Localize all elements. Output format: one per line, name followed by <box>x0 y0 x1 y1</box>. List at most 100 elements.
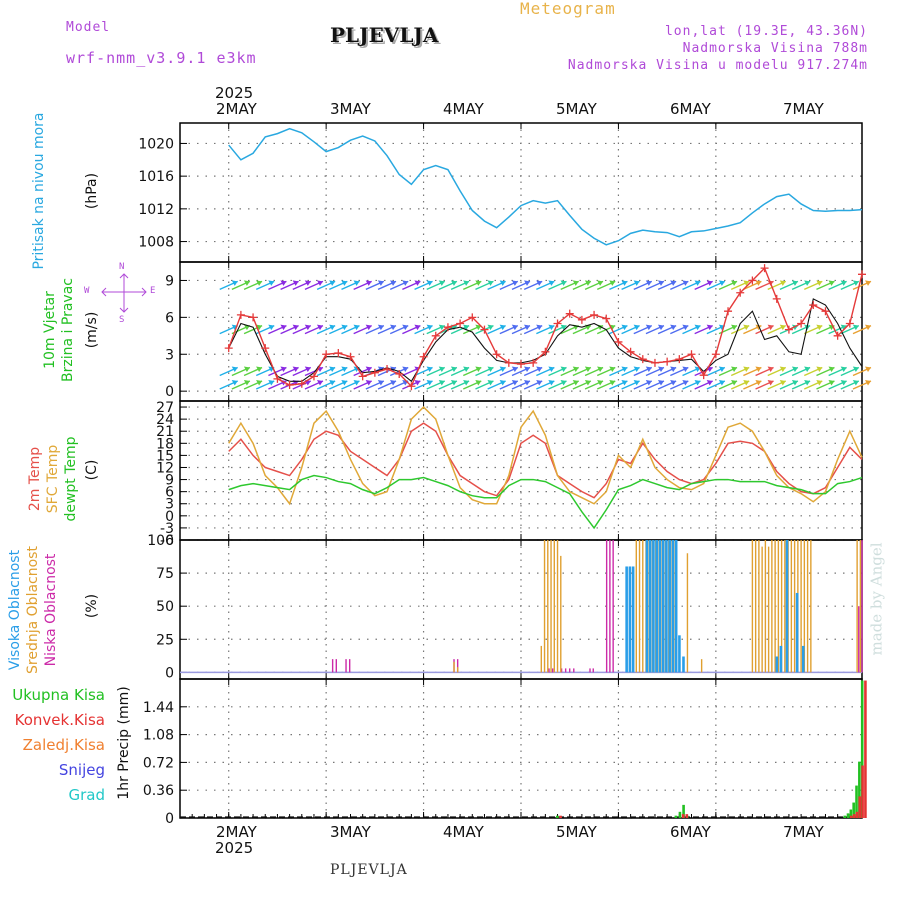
wind-barb-arrow <box>329 366 336 372</box>
top-day-3: 4MAY <box>443 100 484 118</box>
wind-barb-arrow <box>694 380 701 386</box>
wind-barb-arrow <box>463 324 470 331</box>
wind-barb-arrow <box>256 324 263 331</box>
y-tick-label: 0.36 <box>143 783 174 799</box>
lonlat-label: lon,lat (19.3E, 43.36N) <box>664 24 868 39</box>
y-tick-label: 1016 <box>138 169 174 185</box>
precip-convective-bar <box>855 811 859 818</box>
wind-barb-arrow <box>731 366 738 372</box>
y-tick-label: 0 <box>165 509 174 525</box>
cloud-high-bar <box>665 540 668 673</box>
wind-barb-arrow <box>365 324 372 331</box>
wind-barb-arrow <box>840 380 847 386</box>
top-day-4: 5MAY <box>556 100 597 118</box>
precip-convective-bar <box>858 796 862 818</box>
precip-convective-bar <box>852 814 856 818</box>
cloud-high-bar <box>775 656 779 673</box>
wind-barb-arrow <box>682 280 689 286</box>
y-tick-label: 18 <box>156 436 174 452</box>
pressure-line <box>228 127 863 246</box>
wind-speed-marker <box>590 310 599 319</box>
wind-barb-arrow <box>718 366 725 372</box>
wind-speed-marker <box>261 344 270 353</box>
legend-hail: Grad <box>68 786 105 804</box>
wind-barb-arrow <box>584 366 591 372</box>
wind-speed-marker <box>626 347 635 356</box>
wind-barb-arrow <box>438 366 445 372</box>
bottom-day-1: 2MAY <box>216 823 257 841</box>
wind-barb-arrow <box>645 280 652 286</box>
wind-barb-arrow <box>438 380 445 386</box>
wind-barb-arrow <box>657 324 664 331</box>
wind-barb-arrow <box>353 280 360 286</box>
wind-barb-arrow <box>341 280 348 286</box>
cloud-label-3: Niska Oblacnost <box>43 553 59 667</box>
wind-barb-arrow <box>767 324 774 331</box>
wind-barb-arrow <box>365 280 372 286</box>
wind-barb-arrow <box>560 280 567 286</box>
y-tick-label: 1.44 <box>143 700 174 716</box>
top-day-6: 7MAY <box>783 100 824 118</box>
wind-barb-arrow <box>597 280 604 286</box>
wind-speed-marker <box>224 344 233 353</box>
y-tick-label: 1012 <box>138 202 174 218</box>
wind-speed-marker <box>553 319 562 328</box>
wind-barb-arrow <box>828 366 835 372</box>
wind-speed-marker <box>602 314 611 323</box>
wind-barb-arrow <box>341 324 348 331</box>
wind-barb-arrow <box>645 366 652 372</box>
bottom-day-5: 6MAY <box>670 823 711 841</box>
wind-barb-arrow <box>268 324 275 331</box>
wind-barb-arrow <box>645 380 652 386</box>
y-tick-label: 9 <box>165 473 174 489</box>
wind-barb-arrow <box>743 380 750 386</box>
wind-label-1: 10m Vjetar <box>42 291 58 369</box>
wind-barb-arrow <box>560 366 567 372</box>
wind-barb-arrow <box>511 366 518 372</box>
wind-speed-marker <box>687 350 696 359</box>
wind-barb-arrow <box>645 324 652 331</box>
temp-sfc-line <box>228 405 863 506</box>
wind-barb-arrow <box>865 380 871 386</box>
y-tick-label: 6 <box>165 310 174 326</box>
wind-barb-arrow <box>682 366 689 372</box>
y-tick-label: 15 <box>156 448 174 464</box>
precip-total-bar <box>682 804 685 818</box>
wind-speed-marker <box>833 331 842 340</box>
cloud-high-bar <box>655 540 658 673</box>
wind-barb-arrow <box>268 380 275 386</box>
top-day-2: 3MAY <box>330 100 371 118</box>
temp-dewpoint-line <box>228 474 863 530</box>
year-top: 2025 <box>215 84 254 102</box>
wind-barb-arrow <box>743 366 750 372</box>
wind-barb-arrow <box>426 380 433 386</box>
cloud-high-bar <box>678 635 681 673</box>
wind-barb-arrow <box>499 324 506 331</box>
wind-barb-arrow <box>536 324 543 331</box>
wind-barb-arrow <box>755 366 762 372</box>
city-title: PLJEVLJA <box>330 23 439 47</box>
temp-2m-line <box>228 422 863 499</box>
wind-speed-marker <box>236 310 245 319</box>
cloud-high-bar <box>682 656 685 673</box>
cloud-high-bar <box>668 540 671 673</box>
wind-barb-arrow <box>304 366 311 372</box>
wind-barb-arrow <box>231 280 238 286</box>
y-tick-label: 1.08 <box>143 728 174 744</box>
cloud-high-bar <box>671 540 675 673</box>
wind-barb-arrow <box>791 280 798 286</box>
pressure-label: Pritisak na nivou mora <box>31 112 47 270</box>
wind-speed-marker <box>736 288 745 297</box>
wind-barb-arrow <box>402 366 409 372</box>
wind-barb-arrow <box>243 280 250 286</box>
wind-speed-marker <box>334 349 343 358</box>
cloud-high-bar <box>648 540 652 673</box>
wind-speed-marker <box>297 379 306 388</box>
wind-barb-arrow <box>828 280 835 286</box>
wind-barb-arrow <box>329 324 336 331</box>
wind-barb-arrow <box>706 280 713 286</box>
wind-barb-arrow <box>390 324 397 331</box>
y-tick-label: 9 <box>165 273 174 289</box>
wind-barb-arrow <box>511 380 518 386</box>
wind-rose-icon <box>101 273 147 313</box>
